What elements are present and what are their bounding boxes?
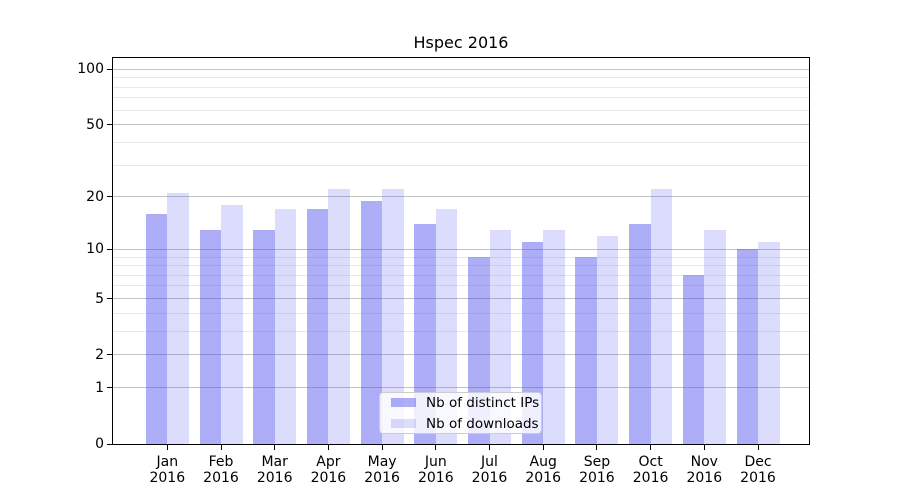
major-gridline-10 — [113, 248, 809, 250]
y-tick-label-5: 5 — [95, 290, 104, 307]
legend-item-distinct-ips: Nb of distinct IPs — [380, 394, 541, 411]
x-tick-sep — [596, 445, 598, 450]
bar-dec-ips — [736, 249, 758, 444]
y-tick-2 — [107, 354, 112, 356]
bar-feb-downloads — [221, 204, 243, 444]
minor-gridline-40 — [113, 141, 809, 143]
minor-gridline-4 — [113, 312, 809, 314]
x-tick-feb — [220, 445, 222, 450]
bar-jun-ips — [414, 224, 436, 444]
x-tick-mar — [274, 445, 276, 450]
y-tick-label-0: 0 — [95, 436, 104, 452]
bar-jun-downloads — [435, 209, 458, 444]
x-tick-label-apr: Apr 2016 — [310, 454, 347, 486]
x-tick-aug — [542, 445, 544, 450]
legend-swatch-downloads — [391, 419, 416, 428]
major-gridline-100 — [113, 68, 809, 70]
legend-swatch-distinct-ips — [391, 398, 416, 407]
bar-sep-ips — [575, 257, 597, 444]
x-tick-label-jan: Jan 2016 — [149, 454, 186, 486]
minor-gridline-6 — [113, 285, 809, 287]
x-tick-label-dec: Dec 2016 — [740, 454, 776, 486]
y-tick-5 — [107, 298, 112, 299]
x-tick-dec — [757, 445, 759, 450]
x-tick-jan — [166, 445, 168, 450]
x-tick-jun — [435, 445, 437, 450]
bar-nov-ips — [682, 275, 705, 444]
x-tick-jul — [489, 445, 490, 450]
bar-apr-ips — [306, 209, 329, 444]
x-tick-label-jun: Jun 2016 — [417, 454, 454, 486]
bar-oct-ips — [629, 224, 651, 444]
y-tick-label-10: 10 — [86, 241, 104, 258]
y-tick-label-1: 1 — [95, 379, 104, 396]
bar-dec-downloads — [758, 242, 780, 444]
minor-gridline-7 — [113, 274, 809, 276]
x-tick-label-feb: Feb 2016 — [203, 454, 239, 486]
y-tick-100 — [107, 68, 112, 70]
plot-area — [113, 58, 809, 444]
x-tick-label-nov: Nov 2016 — [686, 454, 723, 486]
x-tick-label-jul: Jul 2016 — [471, 454, 508, 486]
y-tick-label-2: 2 — [95, 346, 104, 363]
minor-gridline-30 — [113, 164, 809, 166]
major-gridline-2 — [113, 354, 809, 356]
legend-label-distinct-ips: Nb of distinct IPs — [426, 394, 540, 411]
major-gridline-1 — [113, 387, 809, 389]
x-tick-label-sep: Sep 2016 — [579, 454, 615, 486]
y-tick-label-50: 50 — [86, 116, 104, 133]
x-tick-oct — [650, 445, 652, 450]
y-tick-50 — [107, 124, 112, 126]
minor-gridline-3 — [113, 330, 809, 332]
legend-label-downloads: Nb of downloads — [426, 415, 539, 432]
y-tick-10 — [107, 248, 112, 250]
bar-jan-ips — [145, 213, 168, 444]
bar-jul-downloads — [489, 229, 511, 444]
x-tick-may — [381, 445, 383, 450]
bar-may-ips — [360, 200, 383, 444]
bar-aug-downloads — [543, 229, 565, 444]
bar-may-downloads — [382, 189, 404, 444]
x-tick-label-mar: Mar 2016 — [256, 454, 293, 486]
minor-gridline-9 — [113, 256, 809, 258]
x-tick-label-oct: Oct 2016 — [632, 454, 669, 486]
bar-apr-downloads — [328, 189, 350, 444]
y-tick-1 — [107, 387, 112, 389]
bar-jan-downloads — [167, 193, 189, 444]
major-gridline-50 — [113, 124, 809, 126]
chart-title: Hspec 2016 — [413, 33, 509, 52]
y-tick-0 — [107, 443, 112, 445]
bar-mar-ips — [253, 229, 275, 444]
bar-oct-downloads — [650, 189, 673, 444]
legend-item-downloads: Nb of downloads — [380, 415, 541, 432]
y-tick-label-100: 100 — [77, 61, 104, 78]
minor-gridline-70 — [113, 97, 809, 99]
x-tick-label-may: May 2016 — [364, 454, 400, 486]
y-tick-label-20: 20 — [86, 188, 104, 205]
major-gridline-20 — [113, 196, 809, 198]
legend: Nb of distinct IPs Nb of downloads — [379, 392, 542, 434]
x-tick-label-aug: Aug 2016 — [525, 454, 561, 486]
minor-gridline-80 — [113, 86, 809, 88]
major-gridline-5 — [113, 298, 809, 299]
minor-gridline-8 — [113, 265, 809, 267]
x-tick-apr — [327, 445, 329, 450]
bar-nov-downloads — [704, 229, 726, 444]
bar-mar-downloads — [274, 209, 297, 444]
x-tick-nov — [703, 445, 705, 450]
bar-sep-downloads — [596, 235, 619, 444]
bar-feb-ips — [199, 229, 221, 444]
minor-gridline-60 — [113, 109, 809, 111]
minor-gridline-90 — [113, 77, 809, 79]
y-tick-20 — [107, 196, 112, 198]
